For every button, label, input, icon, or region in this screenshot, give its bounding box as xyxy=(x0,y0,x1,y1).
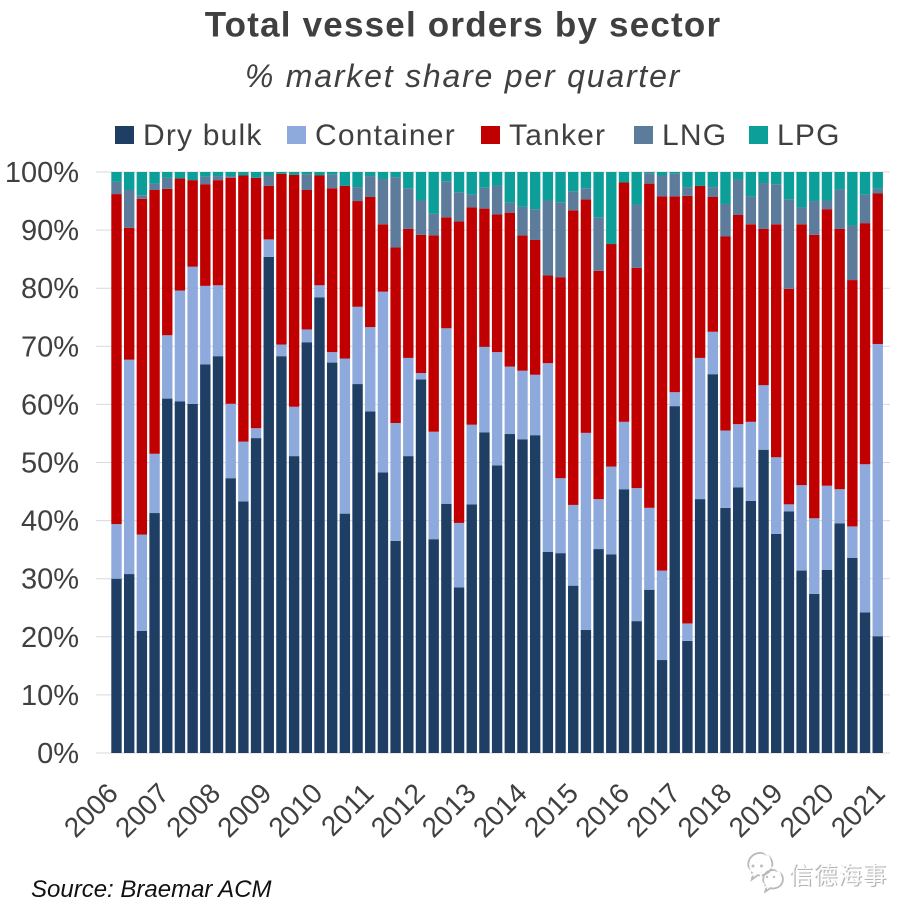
svg-text:LNG: LNG xyxy=(662,119,727,152)
svg-text:信德海事: 信德海事 xyxy=(789,862,887,889)
svg-text:50%: 50% xyxy=(21,448,79,480)
svg-text:90%: 90% xyxy=(21,215,79,247)
svg-text:30%: 30% xyxy=(21,564,79,596)
svg-text:40%: 40% xyxy=(21,506,79,538)
svg-text:60%: 60% xyxy=(21,389,79,421)
svg-text:% market share per quarter: % market share per quarter xyxy=(245,58,681,94)
svg-text:Source: Braemar ACM: Source: Braemar ACM xyxy=(31,876,272,903)
svg-text:Dry bulk: Dry bulk xyxy=(143,119,263,152)
svg-text:Total vessel orders by sector: Total vessel orders by sector xyxy=(205,6,722,45)
svg-text:LPG: LPG xyxy=(777,119,841,152)
svg-text:Container: Container xyxy=(315,119,456,152)
svg-text:0%: 0% xyxy=(37,738,79,770)
svg-text:70%: 70% xyxy=(21,331,79,363)
svg-text:80%: 80% xyxy=(21,273,79,305)
svg-text:100%: 100% xyxy=(5,157,79,189)
svg-text:信德海事: 信德海事 xyxy=(790,864,888,891)
svg-text:10%: 10% xyxy=(21,680,79,712)
svg-text:20%: 20% xyxy=(21,622,79,654)
svg-text:Tanker: Tanker xyxy=(509,119,606,152)
